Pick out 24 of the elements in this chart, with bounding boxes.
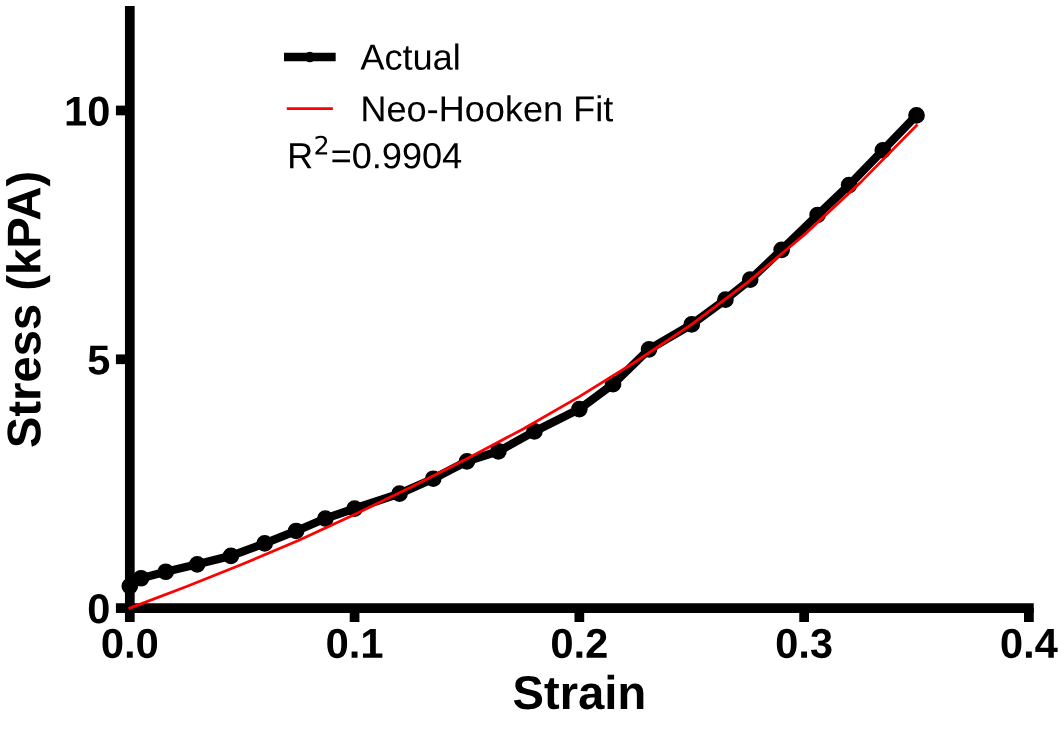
y-tick-label: 5 [88, 345, 110, 375]
point [287, 522, 305, 540]
point [526, 423, 543, 440]
point [317, 510, 334, 527]
x-axis-title: Strain [513, 674, 644, 710]
x-tick-label: 0.4 [1001, 628, 1058, 659]
point [490, 443, 507, 460]
point [571, 400, 588, 418]
x-tick-label: 0.3 [776, 628, 832, 659]
point [188, 555, 206, 573]
point [256, 535, 274, 552]
legend-label: Neo-Hooken Fit [363, 95, 614, 122]
x-tick-label: 0.0 [102, 628, 158, 659]
y-tick-label: 0 [88, 594, 109, 624]
point [222, 547, 240, 565]
annotation: R$^{2}$=0.9904 [290, 135, 462, 169]
x-tick-label: 0.1 [327, 628, 383, 659]
point [157, 563, 175, 581]
x-tick-label: 0.2 [552, 628, 607, 659]
point [908, 107, 925, 124]
point [132, 569, 150, 587]
y-tick-label: 10 [66, 96, 109, 126]
legend-label: Actual [360, 43, 459, 70]
y-axis-title: Stress (kPA) [6, 173, 51, 447]
